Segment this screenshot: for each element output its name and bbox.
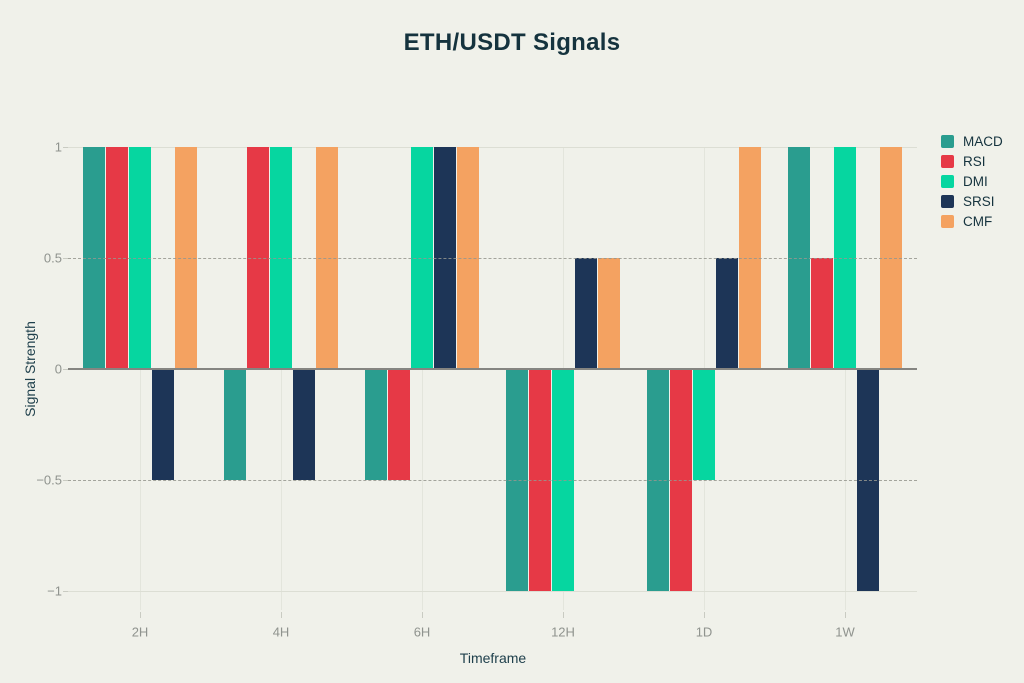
y-tick-mark-−1 — [63, 591, 68, 592]
vertical-gridline-1W — [845, 147, 846, 610]
bar-2H-SRSI — [152, 369, 174, 480]
x-tick-mark-4H — [281, 612, 282, 618]
chart-title: ETH/USDT Signals — [403, 29, 621, 56]
y-tick-label-0.5: 0.5 — [43, 250, 62, 266]
bar-12H-SRSI — [575, 258, 597, 369]
legend-item-SRSI[interactable]: SRSI — [941, 193, 1003, 209]
x-tick-mark-6H — [422, 612, 423, 618]
x-axis-title: Timeframe — [459, 650, 527, 666]
bar-6H-MACD — [365, 369, 387, 480]
legend-swatch-DMI — [941, 174, 954, 188]
x-tick-label-1W: 1W — [835, 624, 855, 640]
legend-swatch-CMF — [941, 214, 954, 228]
zero-line — [68, 368, 917, 370]
bar-6H-RSI — [388, 369, 410, 480]
legend-item-RSI[interactable]: RSI — [941, 153, 1003, 169]
y-tick-label-−0.5: −0.5 — [36, 472, 62, 488]
x-tick-mark-2H — [140, 612, 141, 618]
y-tick-mark-0 — [63, 369, 68, 370]
vertical-gridline-6H — [422, 147, 423, 610]
y-tick-mark-0.5 — [63, 258, 68, 259]
legend-item-DMI[interactable]: DMI — [941, 173, 1003, 189]
legend-swatch-MACD — [941, 134, 954, 148]
legend-label-CMF: CMF — [963, 213, 993, 229]
bar-1D-DMI — [693, 369, 715, 480]
vertical-gridline-2H — [140, 147, 141, 610]
legend-item-CMF[interactable]: CMF — [941, 213, 1003, 229]
legend-swatch-RSI — [941, 154, 954, 168]
x-tick-label-1D: 1D — [695, 624, 713, 640]
legend-label-MACD: MACD — [963, 133, 1003, 149]
x-tick-label-4H: 4H — [272, 624, 290, 640]
vertical-gridline-4H — [281, 147, 282, 610]
y-tick-mark-1 — [63, 147, 68, 148]
horizontal-gridline-0.5 — [68, 258, 917, 259]
y-tick-label-1: 1 — [54, 139, 62, 155]
y-tick-mark-−0.5 — [63, 480, 68, 481]
horizontal-gridline-1 — [68, 147, 917, 148]
legend-swatch-SRSI — [941, 194, 954, 208]
y-axis-title: Signal Strength — [22, 321, 38, 417]
y-tick-label-0: 0 — [54, 361, 62, 377]
bar-1D-SRSI — [716, 258, 738, 369]
x-tick-label-2H: 2H — [131, 624, 149, 640]
legend-item-MACD[interactable]: MACD — [941, 133, 1003, 149]
horizontal-gridline-−0.5 — [68, 480, 917, 481]
bar-12H-CMF — [598, 258, 620, 369]
x-tick-mark-12H — [563, 612, 564, 618]
x-tick-mark-1W — [845, 612, 846, 618]
bar-1W-RSI — [811, 258, 833, 369]
x-tick-label-6H: 6H — [413, 624, 431, 640]
legend-label-DMI: DMI — [963, 173, 988, 189]
horizontal-gridline-−1 — [68, 591, 917, 592]
bar-4H-MACD — [224, 369, 246, 480]
x-tick-label-12H: 12H — [551, 624, 575, 640]
legend-label-RSI: RSI — [963, 153, 986, 169]
bar-4H-SRSI — [293, 369, 315, 480]
x-tick-mark-1D — [704, 612, 705, 618]
legend-label-SRSI: SRSI — [963, 193, 995, 209]
y-tick-label-−1: −1 — [47, 583, 62, 599]
legend: MACD RSI DMI SRSI CMF — [941, 134, 1003, 234]
